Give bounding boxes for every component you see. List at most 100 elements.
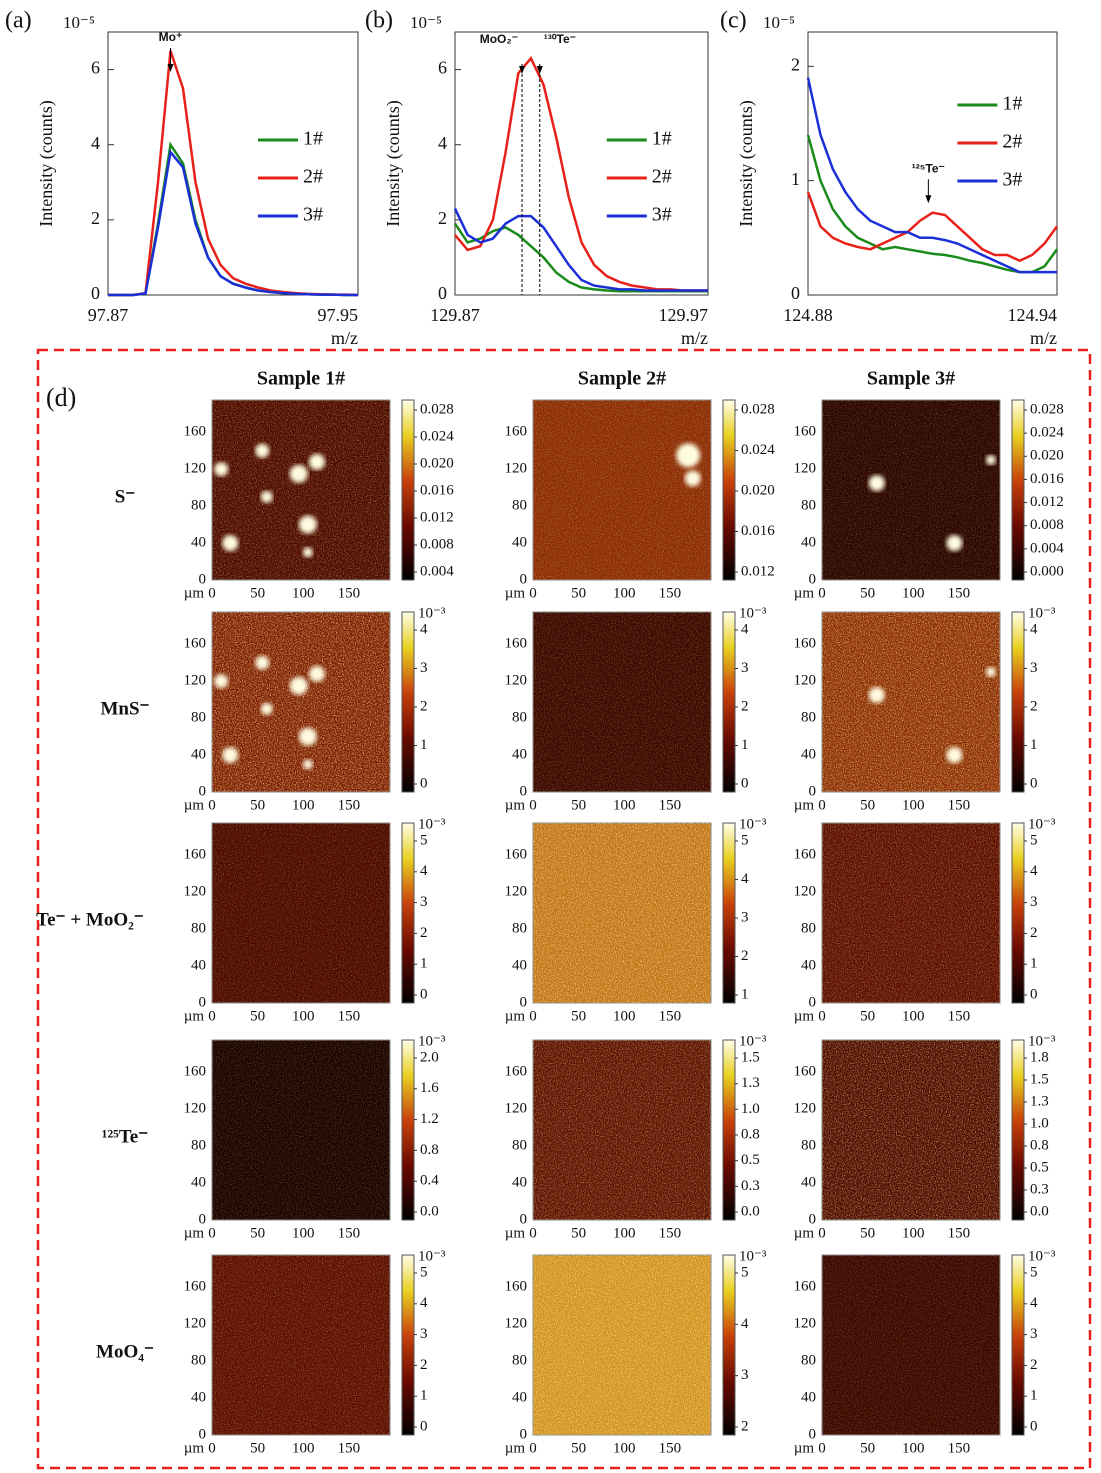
colorbar-tick-label: 3 <box>1030 894 1038 910</box>
map-x-tick-label: 100 <box>902 585 925 601</box>
map-x-tick-label: 150 <box>338 1008 361 1024</box>
map-y-tick-label: 40 <box>801 1390 816 1406</box>
map-y-tick-label: 160 <box>505 1064 528 1080</box>
colorbar-exponent: 10⁻³ <box>1028 605 1056 621</box>
map-y-tick-label: 0 <box>809 571 817 587</box>
series-line <box>108 149 358 297</box>
map-unit: µm <box>184 1440 205 1456</box>
marker-label: ¹³⁰Te⁻ <box>544 32 576 46</box>
map-y-tick-label: 0 <box>809 1211 817 1227</box>
y-tick-label: 0 <box>438 283 447 303</box>
map-y-tick-label: 80 <box>512 710 527 726</box>
plot-frame <box>454 31 709 296</box>
map-inclusion <box>676 443 701 468</box>
map-unit: µm <box>184 1008 205 1024</box>
panel-label: (d) <box>46 383 76 412</box>
map-y-tick-label: 0 <box>520 1211 528 1227</box>
colorbar-exponent: 10⁻³ <box>739 1033 767 1049</box>
colorbar-tick-label: 4 <box>420 863 428 879</box>
map-y-tick-label: 160 <box>505 636 528 652</box>
colorbar-tick-label: 0.016 <box>1030 471 1064 487</box>
map-y-tick-label: 120 <box>505 1101 528 1117</box>
colorbar-tick-label: 2 <box>1030 1357 1038 1373</box>
colorbar-tick-label: 0.020 <box>420 455 454 471</box>
colorbar-tick-label: 0.8 <box>1030 1137 1049 1153</box>
colorbar-tick-label: 0.0 <box>420 1203 439 1219</box>
colorbar-tick-label: 0.004 <box>420 563 454 579</box>
colorbar <box>1011 822 1025 1004</box>
colorbar-exponent: 10⁻³ <box>418 605 446 621</box>
colorbar-tick-label: 1.5 <box>741 1049 760 1065</box>
map-y-tick-label: 40 <box>801 1175 816 1191</box>
colorbar-tick-label: 3 <box>741 909 749 925</box>
colorbar <box>722 399 736 581</box>
map-x-tick-label: 50 <box>571 1440 586 1456</box>
series-line <box>806 191 1059 263</box>
colorbar <box>401 611 415 793</box>
map-y-tick-label: 120 <box>184 673 207 689</box>
map-x-tick-label: 0 <box>529 797 537 813</box>
map-x-tick-label: 100 <box>613 585 636 601</box>
map-y-tick-label: 80 <box>191 921 206 937</box>
colorbar-tick-label: 5 <box>741 832 749 848</box>
colorbar-tick-label: 4 <box>741 621 749 637</box>
map-inclusion <box>868 475 885 492</box>
colorbar-tick-label: 5 <box>1030 832 1038 848</box>
map-inclusion <box>214 674 229 689</box>
map-x-tick-label: 0 <box>529 585 537 601</box>
map-y-tick-label: 40 <box>191 535 206 551</box>
colorbar-tick-label: 0.5 <box>1030 1159 1049 1175</box>
legend-label: 1# <box>303 128 323 150</box>
map-x-tick-label: 50 <box>250 1225 265 1241</box>
map-unit: µm <box>794 1440 815 1456</box>
map-x-tick-label: 100 <box>292 1225 315 1241</box>
map-x-tick-label: 0 <box>529 1008 537 1024</box>
colorbar-tick-label: 0.028 <box>741 401 775 417</box>
colorbar-tick-label: 3 <box>1030 660 1038 676</box>
y-tick-label: 0 <box>91 283 100 303</box>
colorbar <box>1011 611 1025 793</box>
colorbar-tick-label: 1.3 <box>1030 1093 1049 1109</box>
map-x-tick-label: 100 <box>613 1008 636 1024</box>
map-texture <box>822 1255 1000 1435</box>
colorbar-tick-label: 5 <box>1030 1264 1038 1280</box>
map-unit: µm <box>794 585 815 601</box>
map-y-tick-label: 0 <box>520 783 528 799</box>
row-label: MnS⁻ <box>100 698 149 719</box>
legend-label: 2# <box>1002 131 1022 153</box>
map-x-tick-label: 50 <box>250 585 265 601</box>
row-label: S⁻ <box>115 486 136 507</box>
plot-frame <box>807 31 1058 296</box>
map-y-tick-label: 160 <box>794 636 817 652</box>
colorbar-tick-label: 0.5 <box>741 1152 760 1168</box>
y-tick-label: 1 <box>791 169 800 189</box>
map-inclusion <box>298 515 317 534</box>
map-inclusion <box>308 453 325 470</box>
map-x-tick-label: 50 <box>860 1008 875 1024</box>
map-inclusion <box>946 747 963 764</box>
map-y-tick-label: 80 <box>801 1353 816 1369</box>
map-x-tick-label: 0 <box>529 1440 537 1456</box>
y-multiplier: 10⁻⁵ <box>410 13 442 32</box>
map-y-tick-label: 120 <box>184 1316 207 1332</box>
map-y-tick-label: 40 <box>512 1175 527 1191</box>
x-axis-label: m/z <box>681 328 708 348</box>
colorbar-tick-label: 0.008 <box>1030 517 1064 533</box>
y-tick-label: 4 <box>438 133 447 153</box>
series-line <box>806 134 1059 274</box>
map-y-tick-label: 120 <box>184 461 207 477</box>
map-inclusion <box>302 759 313 770</box>
map-y-tick-label: 40 <box>191 1390 206 1406</box>
colorbar-tick-label: 1.0 <box>1030 1115 1049 1131</box>
colorbar-tick-label: 0.028 <box>1030 401 1064 417</box>
map-inclusion <box>684 470 701 487</box>
colorbar-tick-label: 3 <box>1030 1326 1038 1342</box>
colorbar-tick-label: 0.024 <box>1030 425 1064 441</box>
map-x-tick-label: 0 <box>208 1225 216 1241</box>
colorbar <box>401 1039 415 1221</box>
map-texture <box>212 823 390 1003</box>
map-x-tick-label: 0 <box>529 1225 537 1241</box>
marker-label: Mo⁺ <box>159 30 183 44</box>
colorbar-tick-label: 0.3 <box>1030 1181 1049 1197</box>
